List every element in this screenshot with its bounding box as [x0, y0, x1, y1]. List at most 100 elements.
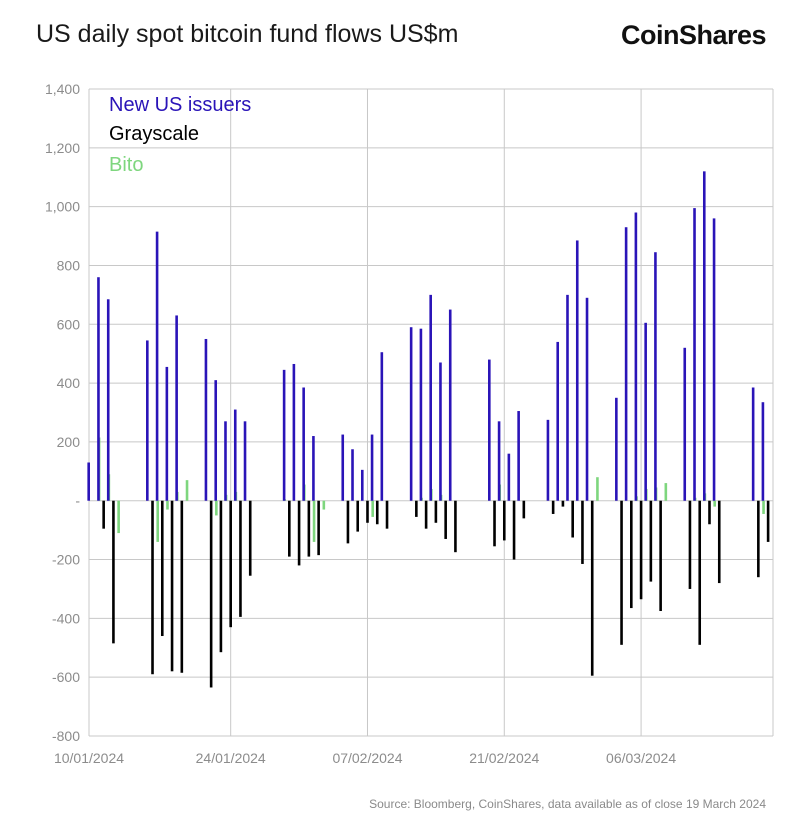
new-us-issuers-bar [175, 315, 178, 501]
grayscale-bar [415, 500, 418, 517]
y-tick-label: 800 [57, 257, 81, 273]
new-us-issuers-bar [165, 366, 169, 501]
y-axis-ticks: -800-600-400-200-2004006008001,0001,2001… [45, 81, 80, 744]
bito-bar [762, 500, 765, 514]
bars [87, 171, 770, 688]
bito-bar [596, 477, 599, 501]
grayscale-bar [424, 500, 428, 529]
grayscale-bar [649, 500, 653, 582]
grayscale-bar [444, 500, 447, 539]
new-us-issuers-bar [702, 171, 706, 501]
grayscale-bar [581, 500, 584, 564]
grayscale-bar [219, 500, 223, 653]
x-axis-ticks: 10/01/2024 24/01/2024 07/02/2024 21/02/2024… [54, 750, 676, 766]
bito-bar [312, 500, 316, 542]
new-us-issuers-bar [556, 341, 560, 501]
grayscale-bar [375, 500, 379, 525]
new-us-issuers-bar [146, 340, 149, 501]
grayscale-bar [512, 500, 516, 560]
grayscale-bar [766, 500, 770, 542]
new-us-issuers-bar [233, 409, 237, 501]
legend-entry-new-us-issuers: New US issuers [109, 94, 251, 116]
new-us-issuers-bar [204, 338, 208, 501]
y-tick-label: 200 [57, 434, 81, 450]
grayscale-bar [151, 500, 154, 675]
grayscale-bar [551, 500, 555, 514]
x-tick-label: 06/03/2024 [606, 750, 676, 766]
y-tick-label: -600 [52, 669, 80, 685]
grayscale-bar [180, 500, 184, 673]
y-tick-label: 400 [57, 375, 81, 391]
new-us-issuers-bar [615, 397, 618, 501]
new-us-issuers-bar [439, 362, 442, 501]
grayscale-bar [561, 500, 565, 507]
new-us-issuers-bar [370, 434, 374, 501]
bito-bar [713, 500, 716, 507]
y-tick-label: -800 [52, 728, 80, 744]
new-us-issuers-bar [761, 402, 765, 501]
coinshares-logo: CoinShares [620, 20, 767, 50]
grayscale-bar [698, 500, 702, 645]
x-tick-label: 07/02/2024 [332, 750, 402, 766]
bito-bar [166, 500, 169, 510]
new-us-issuers-bar [751, 387, 755, 501]
new-us-issuers-bar [566, 294, 569, 501]
new-us-issuers-bar [155, 231, 159, 501]
new-us-issuers-bar [683, 347, 687, 501]
grayscale-bar [297, 500, 301, 566]
grayscale-bar [170, 500, 174, 672]
grayscale-bar [102, 500, 105, 529]
new-us-issuers-bar [380, 352, 384, 501]
grayscale-bar [688, 500, 692, 589]
new-us-issuers-bar [575, 240, 579, 501]
grayscale-bar [356, 500, 360, 532]
legend-entry-grayscale: Grayscale [109, 123, 199, 145]
new-us-issuers-bar [351, 449, 354, 501]
chart-title: US daily spot bitcoin fund flows US$m [36, 20, 459, 48]
grayscale-bar [248, 500, 252, 576]
x-tick-label: 21/02/2024 [469, 750, 539, 766]
grayscale-bar [571, 500, 574, 538]
y-tick-label: 1,000 [45, 199, 80, 215]
bito-bar [664, 483, 668, 501]
x-tick-label: 10/01/2024 [54, 750, 124, 766]
new-us-issuers-bar [224, 421, 227, 501]
new-us-issuers-bar [546, 419, 550, 501]
y-tick-label: -400 [52, 610, 80, 626]
source-note: Source: Bloomberg, CoinShares, data avai… [369, 797, 766, 811]
legend: New US issuers Grayscale Bito [109, 94, 251, 176]
new-us-issuers-bar [87, 462, 90, 501]
grayscale-bar [717, 500, 721, 584]
legend-entry-bito: Bito [109, 154, 143, 176]
new-us-issuers-bar [106, 299, 110, 501]
new-us-issuers-bar [243, 421, 247, 501]
new-us-issuers-bar [341, 434, 345, 501]
grayscale-bar [160, 500, 164, 637]
bito-bar [371, 500, 374, 517]
grayscale-bar [708, 500, 711, 525]
grayscale-bar [620, 500, 623, 645]
new-us-issuers-bar [693, 208, 696, 501]
grayscale-bar [630, 500, 633, 609]
grayscale-bar [757, 500, 760, 578]
grayscale-bar [307, 500, 311, 557]
new-us-issuers-bar [644, 322, 647, 501]
grayscale-bar [454, 500, 457, 553]
grayscale-bar [590, 500, 594, 676]
new-us-issuers-bar [507, 453, 511, 501]
new-us-issuers-bar [302, 387, 305, 501]
new-us-issuers-bar [360, 469, 364, 501]
y-tick-label: - [75, 493, 80, 509]
grayscale-bar [385, 500, 389, 529]
grayscale-bar [639, 500, 643, 600]
grayscale-bar [112, 500, 115, 644]
grayscale-bar [209, 500, 213, 688]
new-us-issuers-bar [429, 294, 432, 501]
new-us-issuers-bar [312, 436, 315, 501]
new-us-issuers-bar [712, 218, 716, 501]
new-us-issuers-bar [497, 421, 501, 501]
new-us-issuers-bar [517, 411, 520, 501]
new-us-issuers-bar [97, 277, 100, 501]
grayscale-bar [229, 500, 232, 628]
bito-bar [156, 500, 160, 542]
